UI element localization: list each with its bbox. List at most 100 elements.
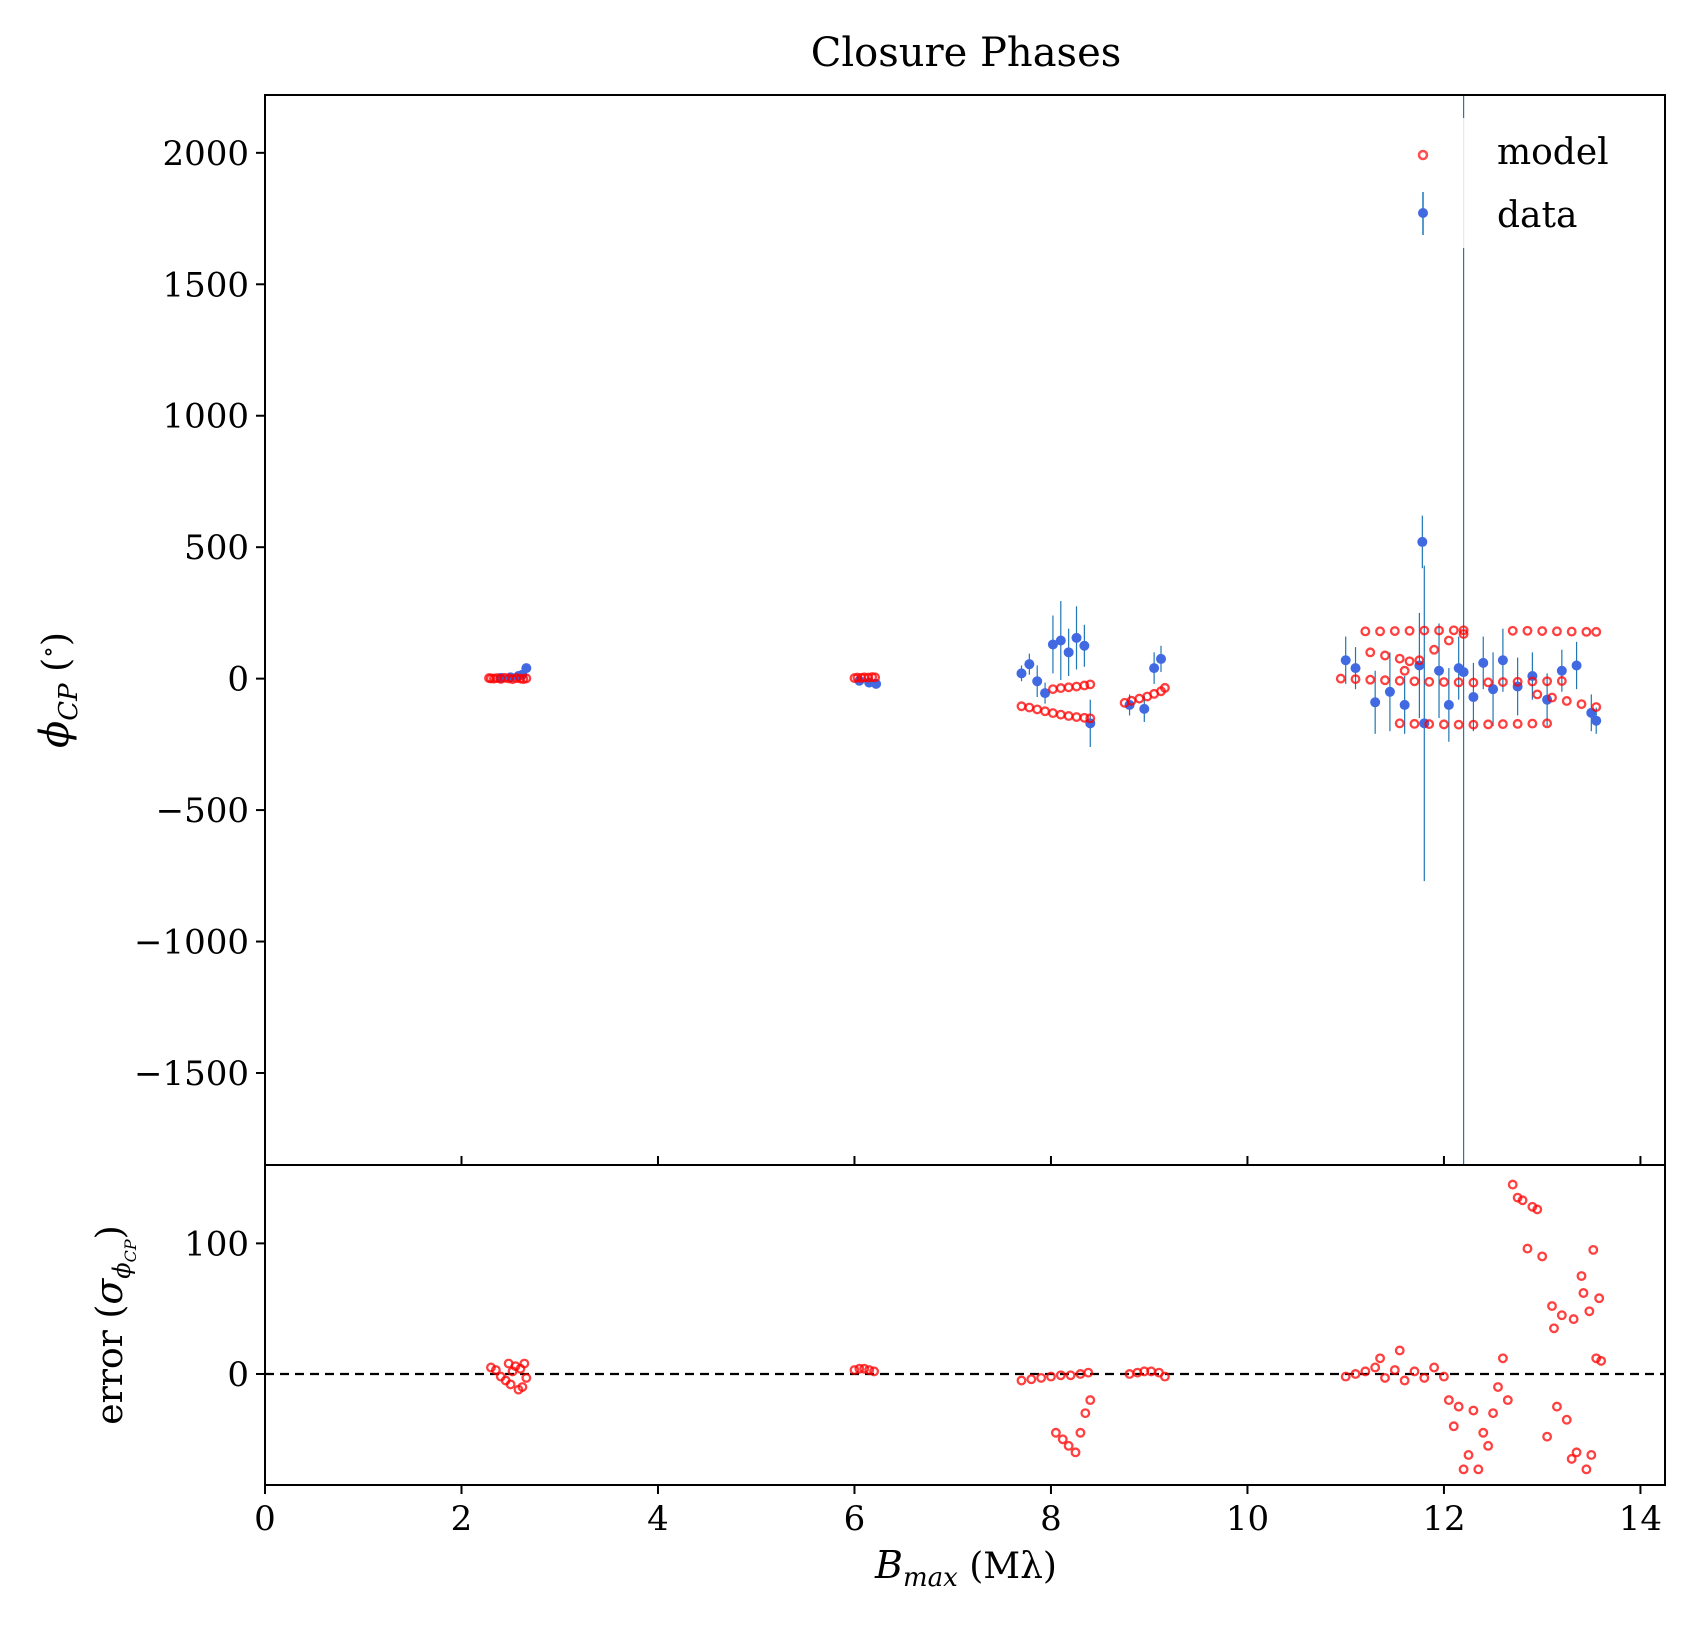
error-point [1036,1372,1047,1383]
data-point [1139,703,1150,714]
data-point [1591,715,1602,726]
model-point [1443,635,1454,646]
data-point [1399,699,1410,710]
model-point [1071,712,1082,722]
model-point [1424,676,1435,687]
model-point [1404,625,1415,636]
error-point [505,1379,516,1390]
error-point [1473,1464,1484,1475]
data-point [1055,635,1066,646]
error-point [1394,1345,1405,1356]
error-point [1581,1464,1592,1475]
error-point [1549,1323,1559,1334]
model-point [1497,677,1508,688]
model-point [1522,625,1533,636]
error-point [864,1365,875,1376]
y-tick-label-top: −1500 [134,1054,249,1094]
model-point [1547,692,1557,703]
error-point [1483,1440,1494,1451]
model-point [1438,719,1449,730]
error-point [854,1363,865,1374]
error-point [1588,1244,1599,1255]
data-point [1350,663,1361,674]
data-point [1417,536,1428,547]
model-point [1394,675,1405,686]
data-point [1458,667,1469,678]
model-point [1350,674,1361,685]
model-point [1404,656,1415,667]
y-tick-label-top: 2000 [162,134,249,174]
model-point [1453,677,1464,688]
y-tick-label-top: 0 [227,660,249,700]
error-point [1502,1395,1513,1406]
model-point [1532,689,1543,700]
data-point [1488,684,1499,695]
data-point [1071,632,1082,643]
error-point [1075,1427,1086,1438]
bottom-data-layer [265,1179,1665,1475]
error-point [849,1365,860,1376]
model-point [1419,625,1430,636]
error-point [1594,1293,1605,1304]
error-point [1340,1371,1351,1382]
model-point [1375,626,1386,637]
bottom-y-axis: 0 100 [184,1224,265,1395]
x-tick-label: 0 [254,1499,276,1539]
error-point [869,1366,880,1377]
model-point [1581,626,1592,637]
model-point [521,673,532,684]
data-point [1016,668,1027,679]
error-point [1026,1374,1037,1385]
model-point [1055,709,1066,720]
model-point [1071,681,1082,692]
error-point [1438,1371,1449,1382]
x-tick-label: 14 [1619,1499,1662,1539]
error-point [1576,1271,1587,1281]
y-axis-title-bottom: error (σϕCP) [87,1225,140,1424]
error-point [1360,1366,1371,1377]
model-point [1394,718,1405,729]
error-point [1370,1362,1381,1373]
y-tick-label-top: 500 [184,528,249,568]
error-point [1568,1314,1579,1325]
error-point [521,1372,532,1383]
top-plot-frame [264,94,1666,1166]
error-point [1584,1306,1595,1317]
model-point [1507,625,1518,636]
model-point [1458,628,1469,639]
model-point [1079,680,1090,691]
data-point [1040,688,1051,699]
data-point [1079,640,1090,651]
model-point [1063,711,1074,721]
error-point [1463,1450,1474,1460]
y-tick-label-top: −1000 [134,923,249,963]
error-point [1350,1369,1361,1379]
svg-text:Bmax (Mλ): Bmax (Mλ) [874,1543,1057,1593]
y-tick-label-bottom: 100 [184,1224,249,1264]
error-point [1080,1408,1091,1419]
model-point [1085,713,1096,724]
model-point [1414,655,1425,666]
error-point [1085,1395,1096,1406]
data-point [521,663,532,674]
model-point [1483,719,1494,730]
x-axis-title: Bmax (Mλ) [874,1543,1057,1593]
error-point [1429,1362,1440,1373]
error-point [1458,1464,1469,1475]
model-point [1032,704,1043,715]
error-point [1488,1408,1499,1419]
data-point [1340,655,1351,666]
model-point [1497,719,1508,730]
error-point [1159,1371,1170,1382]
data-point [1434,665,1445,676]
error-point [1399,1375,1410,1386]
error-point [1065,1370,1076,1381]
model-point [1591,626,1602,637]
top-data-layer [484,95,1602,1165]
model-point [1365,674,1376,685]
bottom-plot-frame [264,1164,1666,1486]
model-point [1429,644,1440,655]
legend-data-label: data [1497,195,1577,236]
data-point [1556,665,1567,676]
model-point [870,672,881,683]
